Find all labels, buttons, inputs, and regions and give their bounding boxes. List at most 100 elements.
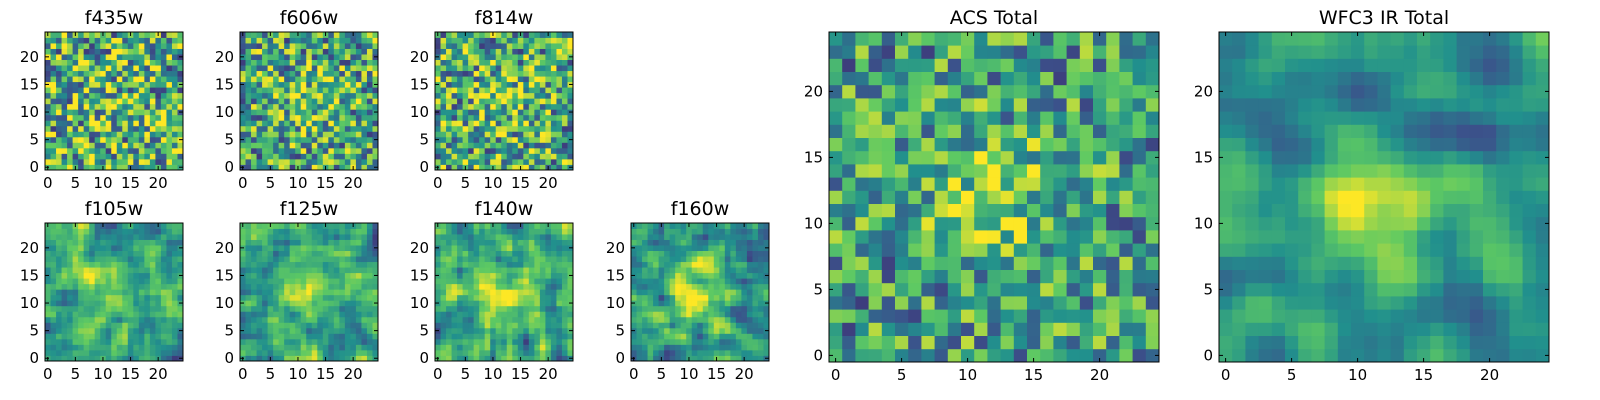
heatmap-cell [647, 234, 654, 240]
heatmap-cell [144, 131, 151, 138]
heatmap-cell [366, 223, 373, 229]
heatmap-cell [556, 344, 563, 351]
heatmap-cell [171, 70, 178, 77]
heatmap-cell [300, 125, 307, 132]
heatmap-cell [561, 294, 568, 301]
heatmap-cell [177, 59, 184, 66]
heatmap-cell [45, 142, 51, 149]
heatmap-cell [506, 48, 513, 55]
heatmap-cell [468, 59, 475, 66]
heatmap-cell [133, 327, 140, 334]
heatmap-cell [273, 223, 280, 229]
heatmap-cell [89, 245, 96, 251]
heatmap-cell [567, 142, 574, 149]
heatmap-cell [171, 32, 178, 38]
heatmap-cell [440, 305, 447, 312]
heatmap-cell [440, 142, 447, 149]
heatmap-cell [56, 158, 62, 165]
heatmap-cell [1066, 348, 1081, 363]
heatmap-cell [462, 65, 469, 72]
heatmap-cell [149, 294, 156, 301]
heatmap-cell [94, 245, 101, 251]
heatmap-cell [446, 267, 452, 274]
heatmap-cell [56, 65, 62, 72]
heatmap-cell [72, 54, 79, 60]
heatmap-cell [295, 59, 302, 66]
heatmap-cell [545, 300, 552, 307]
heatmap-cell [636, 300, 643, 307]
heatmap-cell [895, 282, 909, 297]
heatmap-cell [245, 245, 252, 251]
heatmap-cell [251, 98, 257, 105]
heatmap-cell [446, 76, 452, 83]
heatmap-cell [636, 355, 643, 362]
heatmap-cell [89, 344, 96, 351]
heatmap-cell [245, 114, 252, 121]
heatmap-cell [473, 311, 480, 318]
heatmap-cell [171, 294, 178, 301]
heatmap-cell [517, 81, 524, 88]
heatmap-cell [94, 70, 101, 77]
heatmap-cell [166, 294, 173, 301]
heatmap-cell [171, 267, 178, 274]
heatmap-cell [122, 234, 129, 240]
heatmap-cell [1040, 322, 1054, 336]
heatmap-cell [251, 272, 257, 279]
heatmap-cell [116, 147, 123, 154]
heatmap-cell [556, 70, 563, 77]
heatmap-cell [697, 267, 704, 274]
heatmap-cell [1119, 216, 1133, 231]
heatmap-cell [495, 76, 502, 83]
heatmap-cell [350, 43, 357, 49]
heatmap-cell [149, 103, 156, 110]
heatmap-cell [741, 338, 748, 345]
heatmap-cell [256, 344, 263, 351]
heatmap-cell [127, 311, 134, 318]
heatmap-cell [122, 43, 129, 49]
heatmap-cell [278, 109, 285, 116]
heatmap-cell [468, 311, 475, 318]
heatmap-cell [1079, 296, 1094, 310]
heatmap-cell [719, 349, 726, 356]
heatmap-cell [675, 322, 682, 329]
heatmap-cell [495, 131, 502, 138]
heatmap-cell [868, 269, 883, 284]
heatmap-cell [366, 250, 373, 257]
heatmap-cell [56, 164, 62, 171]
heatmap-cell [94, 228, 101, 235]
heatmap-cell [339, 70, 346, 77]
heatmap-cell [144, 305, 151, 312]
heatmap-cell [111, 294, 118, 301]
heatmap-cell [256, 65, 263, 72]
heatmap-cell [78, 147, 85, 154]
heatmap-cell [501, 316, 508, 323]
heatmap-cell [122, 76, 129, 83]
heatmap-cell [311, 245, 318, 251]
heatmap-cell [495, 316, 502, 323]
heatmap-cell [697, 349, 704, 356]
heatmap-cell [446, 65, 452, 72]
heatmap-cell [372, 333, 379, 340]
heatmap-cell [446, 283, 452, 290]
heatmap-cell [67, 153, 73, 160]
heatmap-cell [501, 81, 508, 88]
heatmap-cell [921, 335, 935, 350]
heatmap-cell [556, 228, 563, 235]
heatmap-cell [490, 294, 497, 301]
heatmap-cell [495, 228, 502, 235]
heatmap-cell [322, 142, 329, 149]
heatmap-cell [479, 223, 486, 229]
heatmap-cell [446, 114, 452, 121]
heatmap-cell [333, 305, 340, 312]
heatmap-cell [829, 309, 843, 323]
heatmap-cell [350, 283, 357, 290]
heatmap-cell [350, 228, 357, 235]
heatmap-cell [122, 278, 129, 285]
heatmap-cell [122, 311, 129, 318]
heatmap-cell [539, 37, 546, 44]
heatmap-cell [702, 256, 709, 263]
heatmap-cell [647, 272, 654, 279]
heatmap-cell [752, 305, 759, 312]
heatmap-cell [653, 333, 659, 340]
heatmap-cell [451, 267, 458, 274]
